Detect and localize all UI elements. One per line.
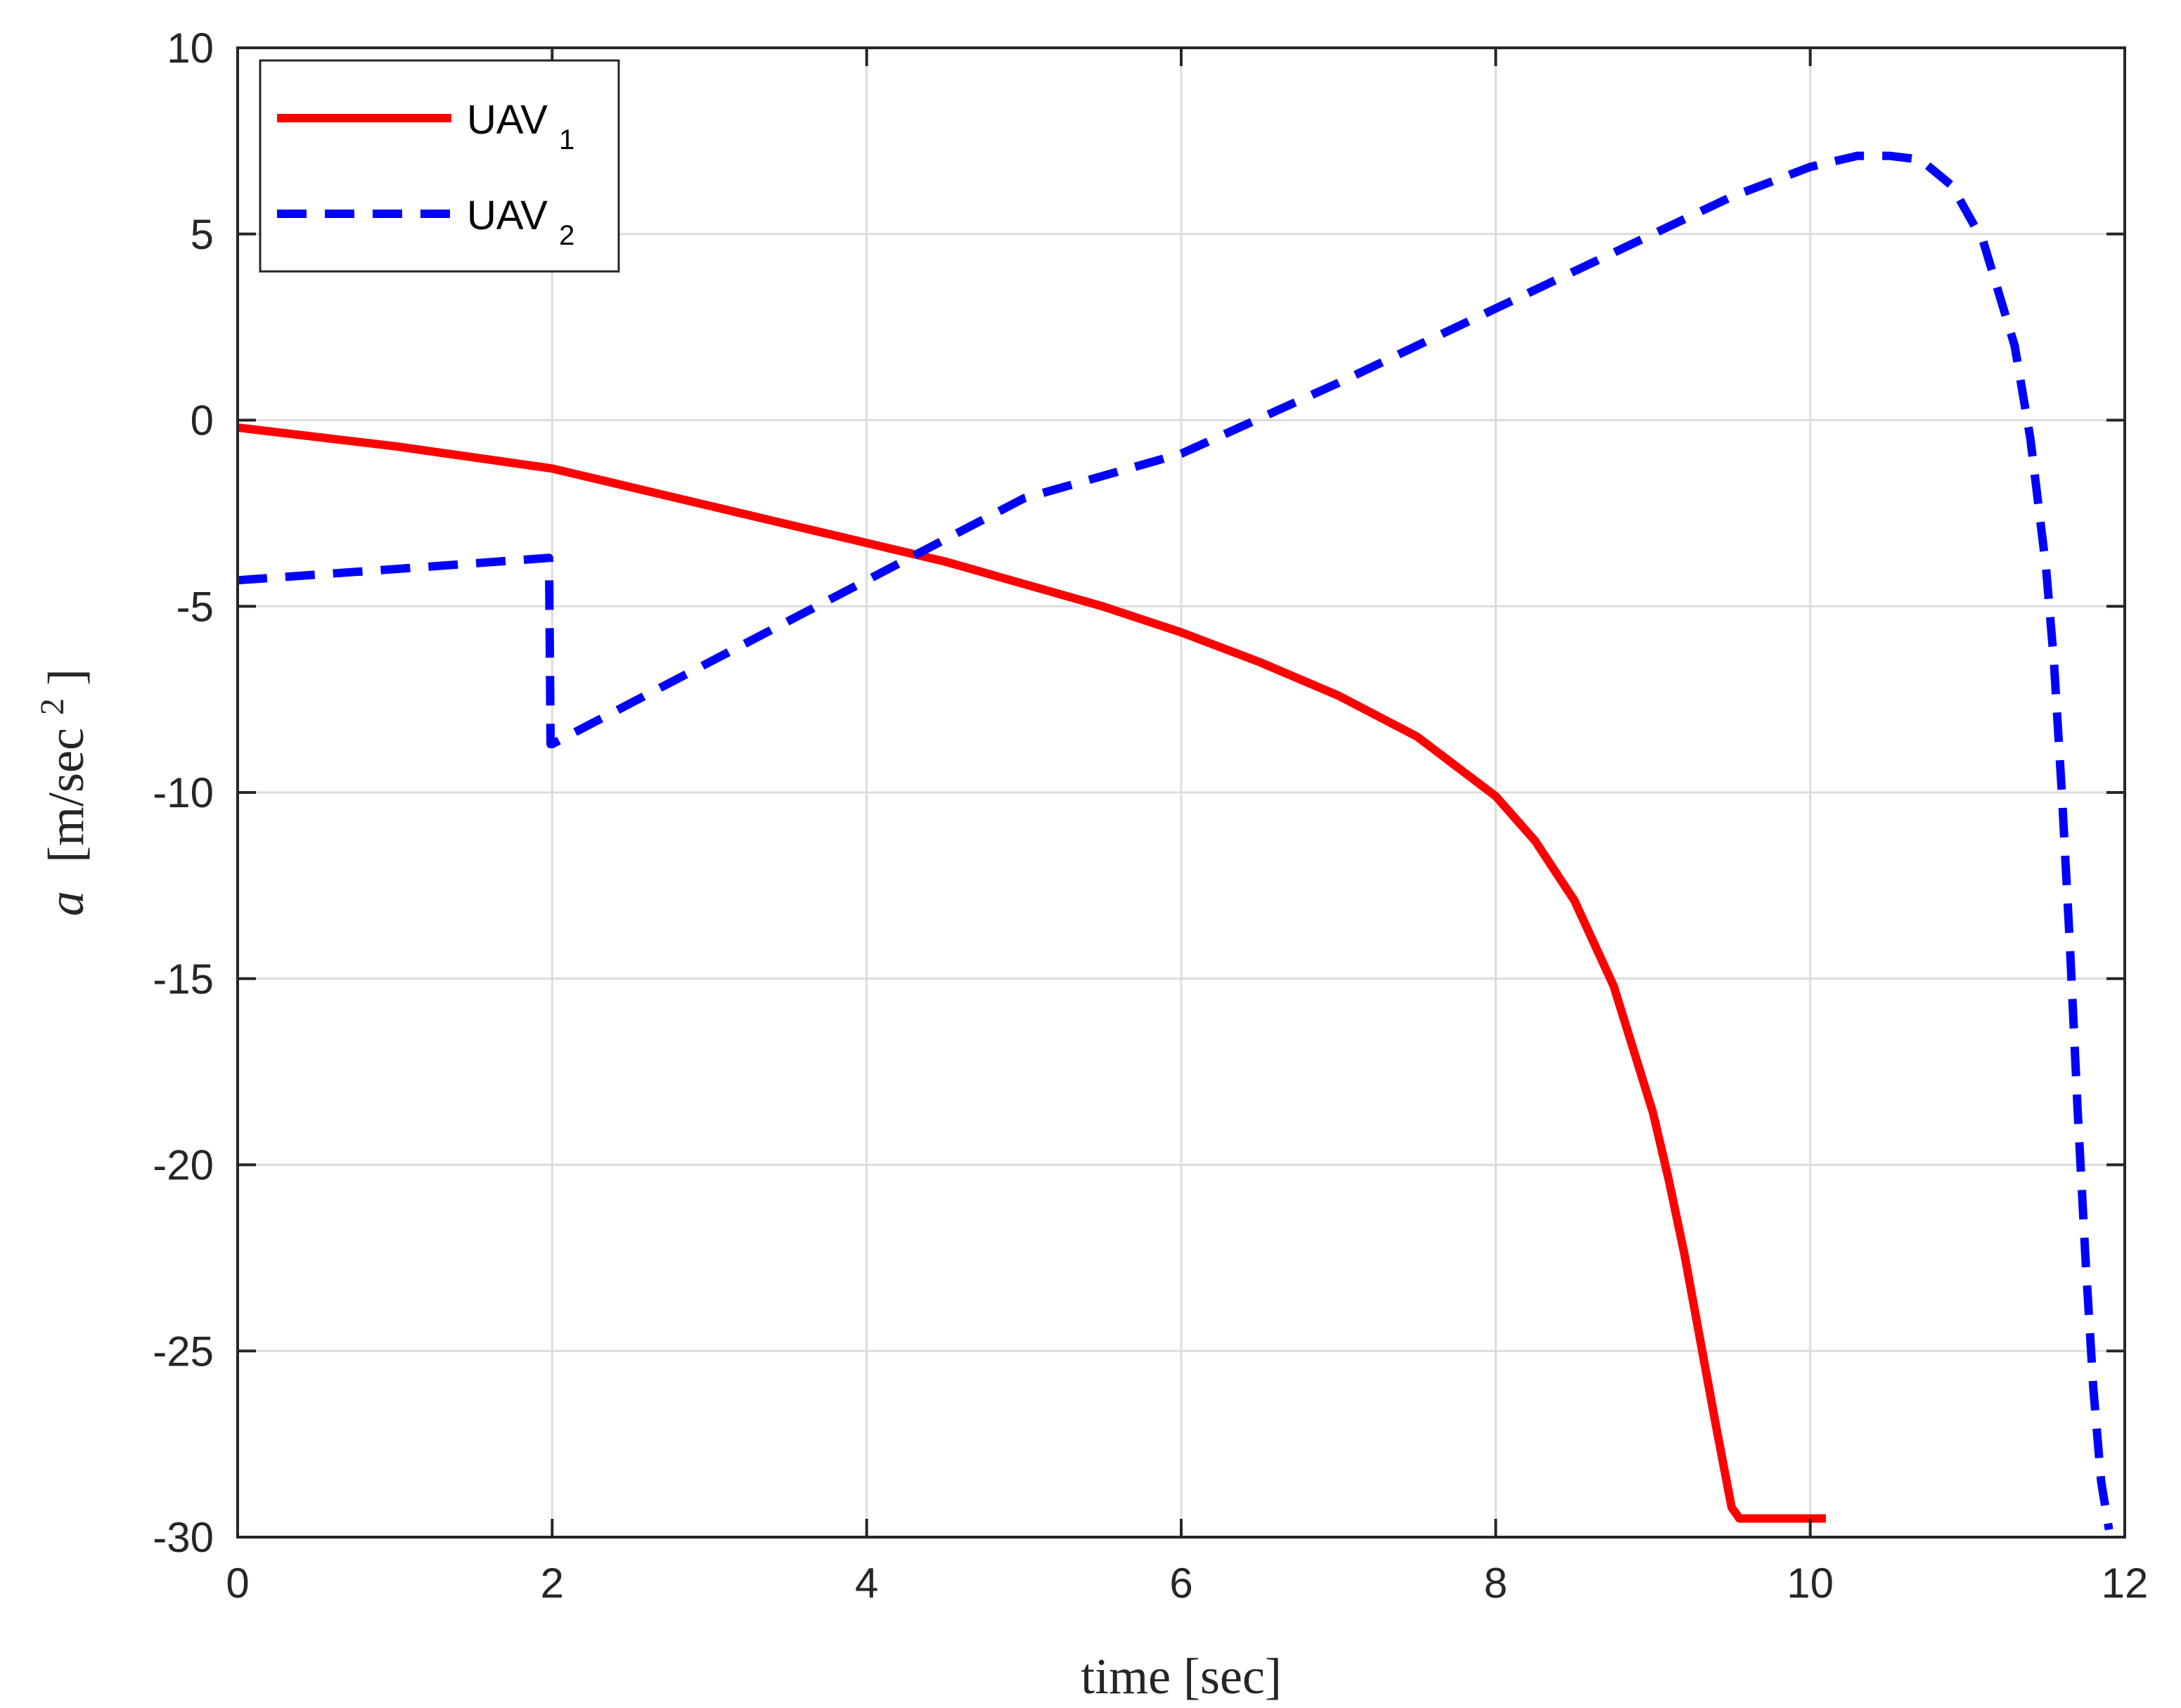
legend-box	[259, 59, 620, 273]
legend-label-uav1-subscript: 1	[559, 124, 574, 155]
series-lines	[237, 151, 2114, 1531]
y-tick-label: -15	[153, 956, 214, 1003]
y-tick-label: -25	[153, 1328, 214, 1375]
x-tick-label: 6	[1169, 1560, 1192, 1607]
series-line-uav1	[237, 423, 1826, 1523]
y-tick-label: 10	[167, 25, 214, 72]
x-tick-label: 2	[541, 1560, 564, 1607]
x-tick-label: 12	[2102, 1560, 2149, 1607]
y-axis-units: [m/sec	[38, 728, 94, 863]
legend-label-uav1: UAV 1	[467, 97, 574, 155]
y-axis-symbol: a	[38, 891, 94, 916]
series-line-uav2	[237, 151, 2114, 1531]
x-tick-label: 0	[226, 1560, 249, 1607]
x-tick-label: 4	[855, 1560, 878, 1607]
y-axis-units-exponent: 2	[34, 698, 71, 715]
x-tick-label: 8	[1484, 1560, 1507, 1607]
y-tick-label: 5	[191, 211, 214, 258]
y-tick-label: 0	[191, 397, 214, 444]
y-axis-title: a [m/sec 2 ]	[18, 669, 94, 916]
legend: UAV 1 UAV 2	[259, 59, 620, 273]
y-axis-units-close: ]	[38, 669, 94, 686]
legend-label-uav1-name: UAV	[467, 97, 548, 143]
y-tick-label: -30	[153, 1514, 214, 1561]
y-tick-label: -5	[176, 583, 214, 630]
x-axis-title: time [sec]	[1081, 1648, 1282, 1704]
legend-label-uav2-subscript: 2	[559, 220, 574, 251]
x-tick-label: 10	[1787, 1560, 1834, 1607]
y-tick-label: -20	[153, 1142, 214, 1189]
legend-label-uav2-name: UAV	[467, 193, 548, 238]
legend-label-uav2: UAV 2	[467, 193, 574, 251]
y-tick-label: -10	[153, 769, 214, 816]
